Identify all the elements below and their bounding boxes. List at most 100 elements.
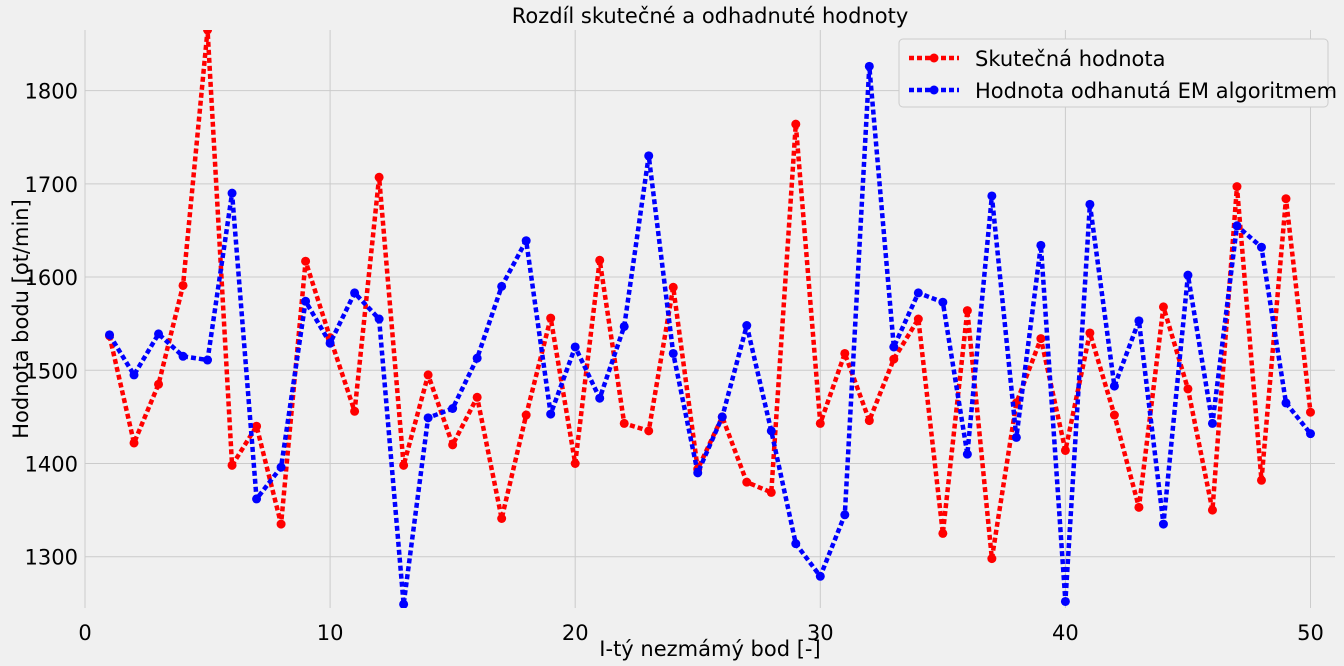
data-point [374,172,384,182]
data-point [1109,381,1119,391]
data-point [595,393,605,403]
y-tick-label: 1300 [25,546,78,570]
data-point [546,409,556,419]
data-point [668,348,678,358]
data-point [472,353,482,363]
data-point [668,282,678,292]
data-point [766,487,776,497]
data-point [644,151,654,161]
data-point [227,188,237,198]
data-point [1305,407,1315,417]
data-point [1256,242,1266,252]
data-point [325,338,335,348]
x-tick-label: 0 [78,621,91,645]
data-point [374,314,384,324]
data-point [938,528,948,538]
data-point [472,392,482,402]
data-point [913,288,923,298]
data-point [546,313,556,323]
y-tick-label: 1400 [25,453,78,477]
data-point [154,379,164,389]
data-point [1232,182,1242,192]
data-point [399,599,409,608]
data-point [570,342,580,352]
data-point [154,329,164,339]
data-point [913,314,923,324]
data-point [1036,334,1046,344]
plot-area [85,30,1335,608]
chart-title: Rozdíl skutečné a odhadnuté hodnoty [512,4,909,28]
data-point [1085,328,1095,338]
data-point [864,416,874,426]
data-point [276,519,286,529]
legend-box [898,38,1329,108]
data-point [178,351,188,361]
data-point [742,477,752,487]
data-point [497,281,507,291]
series-line [107,64,1313,607]
data-point [962,449,972,459]
data-point [350,406,360,416]
y-tick-label: 1800 [25,80,78,104]
data-point [203,355,213,365]
data-point [1060,596,1070,606]
data-point [815,571,825,581]
data-point [350,288,360,298]
data-point [423,413,433,423]
data-point [1158,302,1168,312]
x-axis-label: I-tý nezmámý bod [-] [599,637,820,661]
data-point [840,348,850,358]
data-point [962,306,972,316]
legend-label: Hodnota odhanutá EM algoritmem [975,79,1337,103]
data-point [791,119,801,129]
data-point [717,412,727,422]
data-point [1109,410,1119,420]
data-point [1183,384,1193,394]
data-point [301,256,311,266]
data-point [987,554,997,564]
legend-marker [929,53,939,63]
data-point [889,342,899,352]
data-point [203,30,213,35]
data-point [1036,240,1046,250]
y-tick-label: 1600 [25,266,78,290]
data-point [815,418,825,428]
grid-lines [84,30,1335,608]
data-point [521,410,531,420]
data-point [1158,519,1168,529]
data-point [1232,221,1242,231]
y-tick-label: 1500 [25,359,78,383]
data-point [301,296,311,306]
x-tick-label: 20 [562,621,589,645]
data-point [791,539,801,549]
data-point [987,191,997,201]
data-point [840,510,850,520]
data-point [742,321,752,331]
data-point [1134,316,1144,326]
data-point [595,255,605,265]
data-point [1305,429,1315,439]
data-point [766,426,776,436]
data-point [938,297,948,307]
data-point [276,462,286,472]
data-point [129,438,139,448]
data-point [129,370,139,380]
data-point [1207,505,1217,515]
data-point [1183,270,1193,280]
x-tick-label: 40 [1052,621,1079,645]
data-point [693,468,703,478]
x-tick-label: 10 [317,621,344,645]
series-layer [105,30,1315,608]
data-point [252,494,262,504]
legend-label: Skutečná hodnota [975,47,1165,71]
legend-marker [929,85,939,95]
series-1 [105,30,1315,564]
data-point [105,330,115,340]
data-point [1256,475,1266,485]
data-point [1134,502,1144,512]
x-tick-label: 50 [1297,621,1324,645]
data-point [178,280,188,290]
data-point [619,418,629,428]
data-point [1207,418,1217,428]
